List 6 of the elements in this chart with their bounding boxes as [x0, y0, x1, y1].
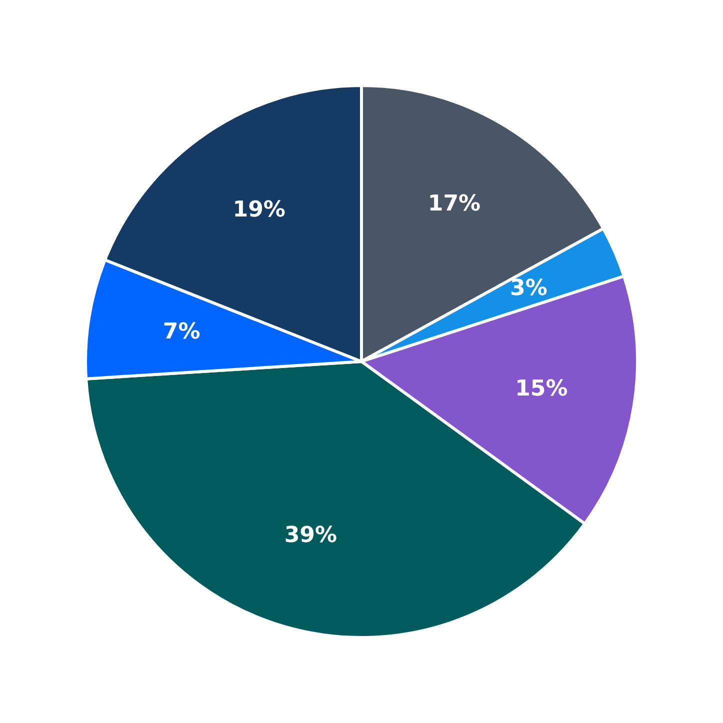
data-label: 17% — [428, 191, 481, 216]
data-label: 3% — [510, 276, 548, 301]
data-label: 7% — [162, 320, 200, 345]
data-label: 19% — [232, 198, 286, 223]
data-label: 39% — [284, 523, 338, 548]
data-label: 15% — [515, 376, 568, 402]
